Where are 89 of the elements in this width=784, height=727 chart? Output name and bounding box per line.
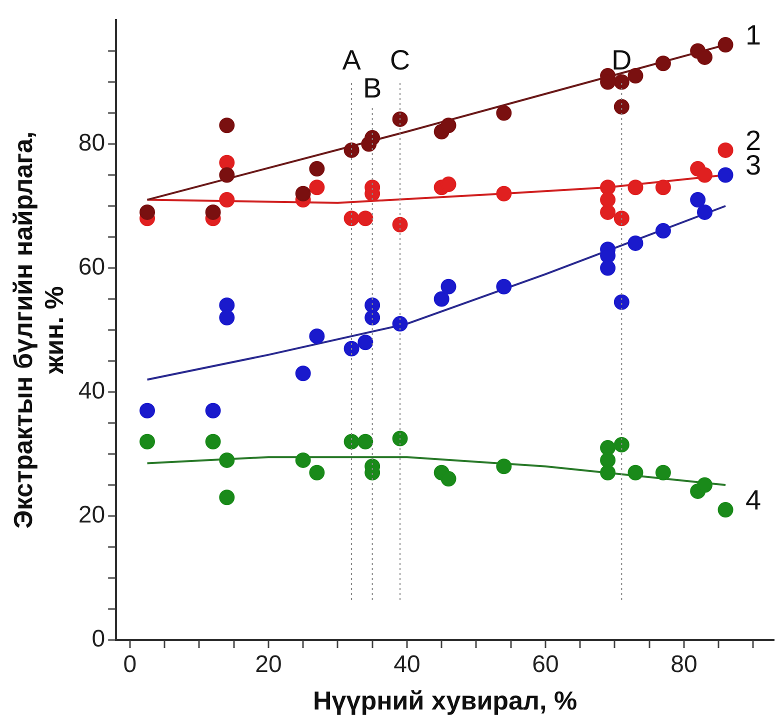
point [600,464,616,480]
point [392,111,408,127]
point [614,99,630,115]
point [600,452,616,468]
point [496,105,512,121]
point [628,68,644,84]
point [309,161,325,177]
point [696,477,712,493]
point [440,176,456,192]
point [440,278,456,294]
ref-line-label: D [612,44,632,76]
point [392,430,408,446]
point [295,186,311,202]
point [219,297,235,313]
point [718,37,734,53]
y-tick-label: 80 [78,130,106,157]
x-tick-label: 0 [123,651,137,678]
point [496,458,512,474]
point [628,235,644,251]
point [655,223,671,239]
point [364,130,380,146]
point [309,328,325,344]
point [140,204,156,220]
point [344,210,360,226]
point [600,204,616,220]
point [219,310,235,326]
point [205,204,221,220]
y-tick-label: 0 [92,626,106,653]
point [219,490,235,506]
x-tick-label: 80 [670,651,698,678]
point [614,74,630,90]
point [295,366,311,382]
point [496,278,512,294]
ref-line-label: B [362,72,382,104]
y-axis-title: Экстрактын бүлгийн найрлага, жин. % [8,131,69,529]
point [696,204,712,220]
point [434,291,450,307]
point [718,167,734,183]
point [309,464,325,480]
ref-line-label: C [390,44,410,76]
point [358,210,374,226]
series-label: 1 [746,20,762,51]
y-tick-label: 40 [78,378,106,405]
point [309,180,325,196]
point [496,186,512,202]
point [718,142,734,158]
point [358,334,374,350]
x-axis-title: Нүүрний хувирал, % [312,686,578,716]
point [205,402,221,418]
y-tick-label: 20 [78,502,106,529]
point [655,180,671,196]
point [392,216,408,232]
point [655,464,671,480]
point [219,154,235,170]
series-label: 4 [746,484,762,516]
point [718,502,734,518]
point [344,340,360,356]
point [295,452,311,468]
point [696,49,712,65]
x-tick-label: 20 [255,651,282,678]
point [440,118,456,134]
y-tick-label: 60 [78,254,106,281]
point [392,316,408,332]
point [219,452,235,468]
point [205,434,221,450]
point [364,310,380,326]
point [600,192,616,208]
point [344,142,360,158]
point [344,434,360,450]
x-tick-label: 40 [394,651,420,678]
point [614,294,630,310]
point [628,464,644,480]
point [440,471,456,487]
point [628,180,644,196]
x-tick-label: 60 [532,651,559,678]
point [690,192,706,208]
point [219,192,235,208]
ref-line-label: A [342,44,362,76]
point [696,167,712,183]
point [140,434,156,450]
point [219,167,235,183]
point [600,180,616,196]
point [614,436,630,452]
point [358,434,374,450]
point [600,260,616,276]
point [655,56,671,72]
point [140,402,156,418]
point [614,210,630,226]
point [219,118,235,134]
